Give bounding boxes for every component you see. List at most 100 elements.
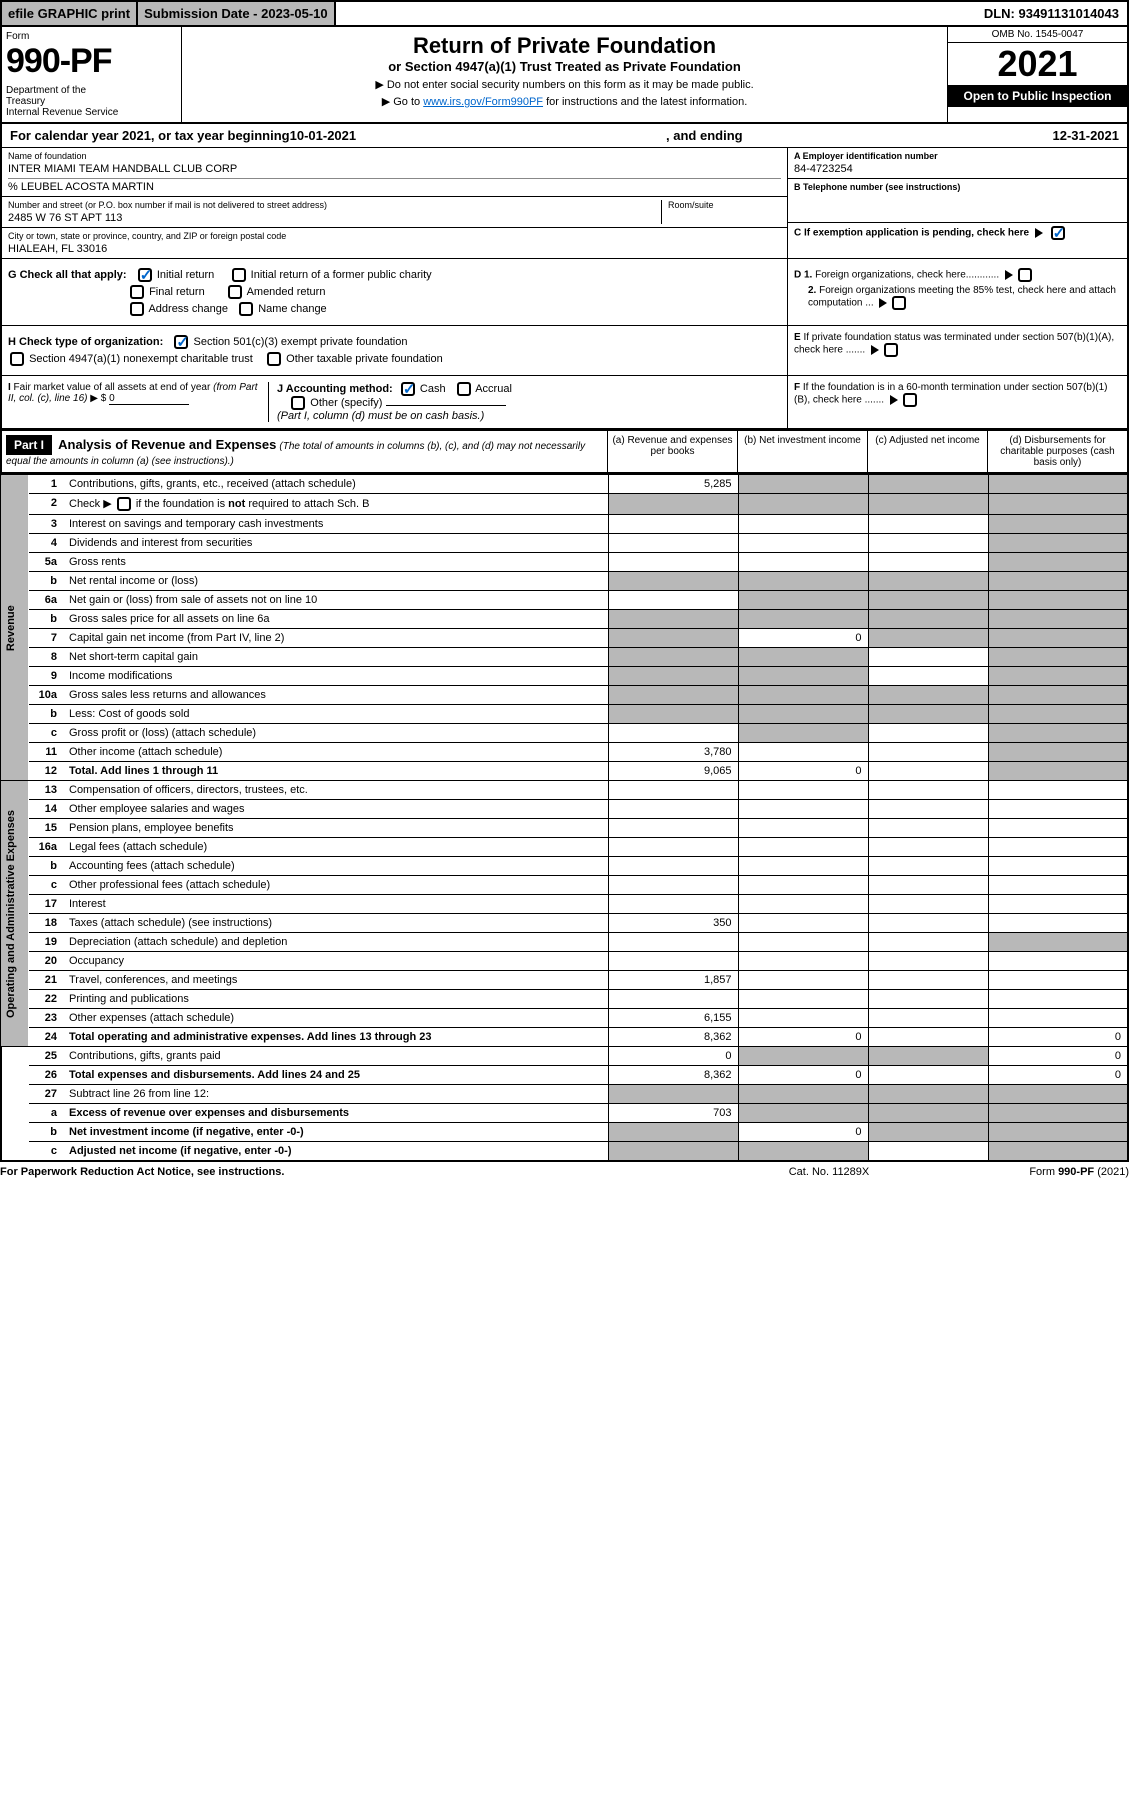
table-row: 25Contributions, gifts, grants paid00 [1, 1047, 1128, 1066]
table-row: 4Dividends and interest from securities [1, 534, 1128, 553]
4947-checkbox[interactable] [10, 352, 24, 366]
table-row: 16aLegal fees (attach schedule) [1, 838, 1128, 857]
table-row: bNet rental income or (loss) [1, 572, 1128, 591]
tax-year-row: For calendar year 2021, or tax year begi… [0, 124, 1129, 148]
footer-mid: Cat. No. 11289X [729, 1166, 929, 1178]
table-row: 12Total. Add lines 1 through 119,0650 [1, 762, 1128, 781]
arrow-icon [890, 395, 898, 405]
table-row: 19Depreciation (attach schedule) and dep… [1, 933, 1128, 952]
phone-cell: B Telephone number (see instructions) [788, 179, 1127, 223]
efile-label: efile GRAPHIC print [2, 2, 138, 25]
schb-checkbox[interactable] [117, 497, 131, 511]
initial-return-checkbox[interactable] [138, 268, 152, 282]
table-row: 14Other employee salaries and wages [1, 800, 1128, 819]
tax-year: 2021 [948, 43, 1127, 85]
address-cell: Number and street (or P.O. box number if… [2, 197, 787, 228]
table-row: 6aNet gain or (loss) from sale of assets… [1, 591, 1128, 610]
e-check: E If private foundation status was termi… [787, 326, 1127, 375]
header-center: Return of Private Foundation or Section … [182, 27, 947, 122]
table-row: cOther professional fees (attach schedul… [1, 876, 1128, 895]
table-row: bAccounting fees (attach schedule) [1, 857, 1128, 876]
h-checks-row: H Check type of organization: Section 50… [0, 326, 1129, 376]
table-row: 21Travel, conferences, and meetings1,857 [1, 971, 1128, 990]
header-left: Form 990-PF Department of theTreasuryInt… [2, 27, 182, 122]
table-row: 2Check ▶ if the foundation is not requir… [1, 494, 1128, 515]
table-row: 26Total expenses and disbursements. Add … [1, 1066, 1128, 1085]
table-row: bNet investment income (if negative, ent… [1, 1123, 1128, 1142]
d2-checkbox[interactable] [892, 296, 906, 310]
ein-cell: A Employer identification number 84-4723… [788, 148, 1127, 179]
cash-checkbox[interactable] [401, 382, 415, 396]
part1-label: Part I [6, 435, 52, 455]
form-label: Form [6, 31, 177, 42]
name-change-checkbox[interactable] [239, 302, 253, 316]
table-row: Revenue 1 Contributions, gifts, grants, … [1, 475, 1128, 494]
submission-date: Submission Date - 2023-05-10 [138, 2, 336, 25]
ij-left: I Fair market value of all assets at end… [2, 376, 787, 428]
open-to-public: Open to Public Inspection [948, 85, 1127, 107]
table-row: 23Other expenses (attach schedule)6,155 [1, 1009, 1128, 1028]
fmv-value: 0 [109, 393, 189, 405]
accrual-checkbox[interactable] [457, 382, 471, 396]
arrow-icon [1005, 270, 1013, 280]
table-row: cGross profit or (loss) (attach schedule… [1, 724, 1128, 743]
final-return-checkbox[interactable] [130, 285, 144, 299]
table-row: 3Interest on savings and temporary cash … [1, 515, 1128, 534]
note-1: ▶ Do not enter social security numbers o… [188, 78, 941, 91]
address-change-checkbox[interactable] [130, 302, 144, 316]
table-row: 8Net short-term capital gain [1, 648, 1128, 667]
other-method-checkbox[interactable] [291, 396, 305, 410]
dept: Department of theTreasuryInternal Revenu… [6, 85, 177, 118]
arrow-icon [1035, 228, 1043, 238]
d1-checkbox[interactable] [1018, 268, 1032, 282]
c-check-cell: C If exemption application is pending, c… [788, 223, 1127, 243]
f-check: F If the foundation is in a 60-month ter… [787, 376, 1127, 428]
arrow-icon [871, 345, 879, 355]
form-number: 990-PF [6, 42, 177, 81]
table-row: 10aGross sales less returns and allowanc… [1, 686, 1128, 705]
amended-return-checkbox[interactable] [228, 285, 242, 299]
d-checks: D 1. Foreign organizations, check here..… [787, 259, 1127, 325]
footer: For Paperwork Reduction Act Notice, see … [0, 1162, 1129, 1182]
table-row: 11Other income (attach schedule)3,780 [1, 743, 1128, 762]
instructions-link[interactable]: www.irs.gov/Form990PF [423, 96, 543, 108]
col-b-header: (b) Net investment income [737, 431, 867, 472]
dln: DLN: 93491131014043 [976, 2, 1127, 25]
info-grid: Name of foundation INTER MIAMI TEAM HAND… [0, 148, 1129, 259]
city-cell: City or town, state or province, country… [2, 228, 787, 258]
header: Form 990-PF Department of theTreasuryInt… [0, 27, 1129, 124]
h-checks: H Check type of organization: Section 50… [2, 326, 787, 375]
e-checkbox[interactable] [884, 343, 898, 357]
c-checkbox[interactable] [1051, 226, 1065, 240]
part1-desc: Part I Analysis of Revenue and Expenses … [2, 431, 607, 472]
form-subtitle: or Section 4947(a)(1) Trust Treated as P… [188, 59, 941, 74]
f-checkbox[interactable] [903, 393, 917, 407]
col-c-header: (c) Adjusted net income [867, 431, 987, 472]
arrow-icon [879, 298, 887, 308]
header-right: OMB No. 1545-0047 2021 Open to Public In… [947, 27, 1127, 122]
table-row: cAdjusted net income (if negative, enter… [1, 1142, 1128, 1162]
part1-table: Revenue 1 Contributions, gifts, grants, … [0, 474, 1129, 1162]
table-row: 22Printing and publications [1, 990, 1128, 1009]
table-row: 5aGross rents [1, 553, 1128, 572]
table-row: 15Pension plans, employee benefits [1, 819, 1128, 838]
col-a-header: (a) Revenue and expenses per books [607, 431, 737, 472]
g-checks-row: G Check all that apply: Initial return I… [0, 259, 1129, 326]
initial-former-checkbox[interactable] [232, 268, 246, 282]
omb-number: OMB No. 1545-0047 [948, 27, 1127, 43]
other-taxable-checkbox[interactable] [267, 352, 281, 366]
footer-right: Form 990-PF (2021) [929, 1166, 1129, 1178]
part1-header-row: Part I Analysis of Revenue and Expenses … [0, 429, 1129, 474]
info-right: A Employer identification number 84-4723… [787, 148, 1127, 258]
col-d-header: (d) Disbursements for charitable purpose… [987, 431, 1127, 472]
table-row: 7Capital gain net income (from Part IV, … [1, 629, 1128, 648]
info-left: Name of foundation INTER MIAMI TEAM HAND… [2, 148, 787, 258]
footer-left: For Paperwork Reduction Act Notice, see … [0, 1166, 729, 1178]
revenue-label: Revenue [1, 475, 29, 781]
expenses-label: Operating and Administrative Expenses [1, 781, 29, 1047]
top-bar: efile GRAPHIC print Submission Date - 20… [0, 0, 1129, 27]
501c3-checkbox[interactable] [174, 335, 188, 349]
table-row: bGross sales price for all assets on lin… [1, 610, 1128, 629]
note-2: ▶ Go to www.irs.gov/Form990PF for instru… [188, 95, 941, 108]
foundation-name-cell: Name of foundation INTER MIAMI TEAM HAND… [2, 148, 787, 197]
